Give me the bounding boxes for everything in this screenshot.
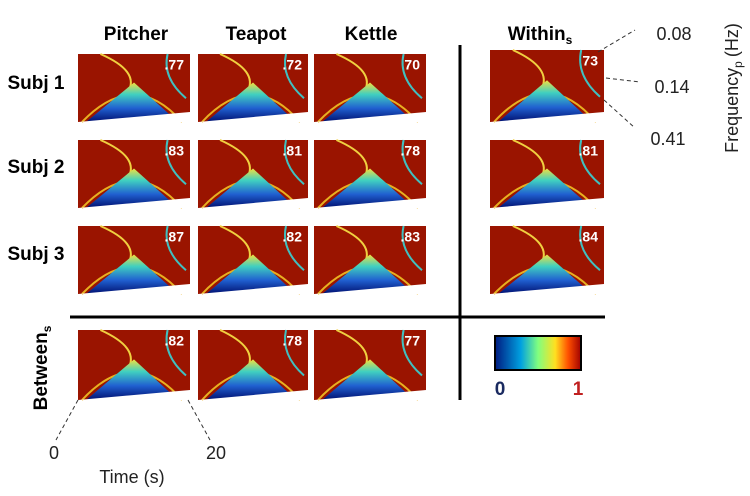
frequency-label: Frequencyp (Hz) [722,23,745,153]
heatmap-ridge [284,53,305,99]
time-start: 0 [49,443,59,463]
heatmap-mask [314,198,426,208]
heatmap-core [86,359,178,400]
heatmap-core [206,82,296,122]
column-header: Pitcher [104,24,169,45]
between-text: Between [31,332,52,410]
value-label: .81 [579,143,599,159]
heatmap-core [206,168,296,208]
within-subscript: s [566,33,573,47]
heatmap-mask [198,284,308,294]
frequency-tick: 0.14 [654,77,689,97]
heatmap-mask [490,284,604,294]
frequency-tick: 0.08 [656,24,691,44]
heatmap-mask [490,198,604,208]
value-label: 73 [582,53,598,69]
panels: .77 .72 70 73 .83 .81 .78 .81 .87 .82 .83 .84 .82 .78… [78,49,604,401]
frequency-tick: 0.41 [650,129,685,149]
colorbar-max: 1 [573,379,584,400]
between-label: Betweens [31,325,54,410]
heatmap-core [206,359,296,400]
heatmap-ridge [579,225,601,271]
heatmap-mask [78,198,190,208]
colorbar-min: 0 [495,379,506,400]
row-label: Subj 1 [7,73,64,94]
value-label: .78 [283,333,303,349]
value-label: .82 [283,229,303,245]
heatmap-ridge [401,225,423,271]
heatmap-core [86,254,178,294]
heatmap-core [86,168,178,208]
frequency-subscript: p [731,61,745,68]
heatmap-core [322,82,414,122]
column-header: Kettle [345,24,398,45]
heatmap-mask [78,112,190,122]
heatmap-core [498,254,592,294]
heatmap-mask [198,112,308,122]
time-label: Time (s) [99,467,164,487]
frequency-text: Frequency [722,68,742,153]
heatmap-core [498,168,592,208]
value-label: .83 [401,229,421,245]
row-label: Subj 3 [7,244,64,265]
heatmap-ridge [579,49,601,98]
column-header: Teapot [226,24,288,45]
heatmap-mask [314,390,426,400]
value-label: .83 [165,143,185,159]
frequency-unit: (Hz) [722,23,742,57]
heatmap-ridge [401,329,423,377]
value-label: .78 [401,143,421,159]
heatmap-mask [490,112,604,122]
value-label: .84 [579,229,599,245]
heatmap-core [322,359,414,400]
value-label: 77 [404,333,420,349]
value-label: .72 [283,57,303,73]
heatmap-ridge [401,139,423,185]
within-text: Within [508,24,566,45]
value-label: .82 [165,333,185,349]
heatmap-core [498,80,592,122]
heatmap-ridge [284,139,305,185]
heatmap-ridge [165,329,187,377]
heatmap-mask [78,284,190,294]
heatmap-ridge [284,225,305,271]
within-header: Withins [508,24,573,47]
heatmap-ridge [284,329,305,377]
colorbar [494,335,582,371]
value-label: .87 [165,229,185,245]
heatmap-mask [198,390,308,400]
value-label: .77 [165,57,185,73]
heatmap-mask [314,112,426,122]
heatmap-ridge [165,225,187,271]
heatmap-ridge [165,53,187,99]
heatmap-core [206,254,296,294]
heatmap-core [86,82,178,122]
value-label: .81 [283,143,303,159]
value-label: 70 [404,57,420,73]
heatmap-core [322,168,414,208]
between-subscript: s [40,325,54,332]
time-end: 20 [206,443,226,463]
heatmap-ridge [401,53,423,99]
heatmap-core [322,254,414,294]
heatmap-mask [78,390,190,400]
row-label: Subj 2 [7,157,64,178]
heatmap-ridge [579,139,601,185]
heatmap-mask [198,198,308,208]
heatmap-ridge [165,139,187,185]
guide-lines [55,29,641,441]
heatmap-mask [314,284,426,294]
